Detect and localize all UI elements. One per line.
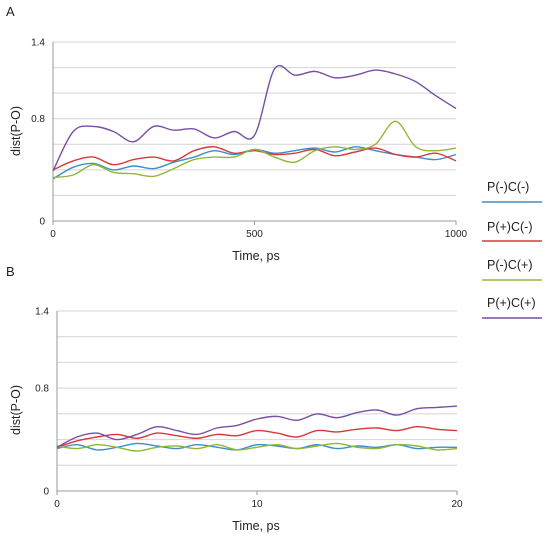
panel-b-ticks: 0 0.8 1.4 0 10 20 bbox=[35, 307, 463, 511]
series-line-ppcm bbox=[56, 425, 458, 448]
legend-item-ppcp: P(+)C(+) bbox=[482, 296, 542, 319]
series-line-pmcp bbox=[52, 120, 457, 179]
x-tick-label: 10 bbox=[251, 499, 263, 510]
legend-label-ppcp: P(+)C(+) bbox=[487, 296, 536, 310]
legend-label-pmcp: P(-)C(+) bbox=[487, 258, 532, 272]
panel-a: A 0 0.8 1.4 0 500 1000 Time, ps dist(P-O) bbox=[6, 4, 468, 263]
panel-a-letter: A bbox=[6, 4, 15, 19]
panel-b: B 0 0.8 1.4 0 10 20 Time, ps dist(P-O) bbox=[6, 264, 463, 533]
panel-b-x-axis-label: Time, ps bbox=[232, 519, 279, 533]
x-tick-label: 0 bbox=[50, 229, 56, 240]
panel-a-x-axis-label: Time, ps bbox=[232, 249, 279, 263]
y-tick-label: 0 bbox=[43, 487, 49, 498]
series-line-pmcp bbox=[56, 442, 458, 452]
series-line-ppcp bbox=[56, 405, 458, 448]
legend-item-pmcp: P(-)C(+) bbox=[482, 258, 542, 281]
legend-label-pmcm: P(-)C(-) bbox=[487, 180, 529, 194]
panel-b-y-axis-label: dist(P-O) bbox=[9, 385, 23, 435]
legend: P(-)C(-) P(+)C(-) P(-)C(+) P(+)C(+) bbox=[482, 180, 542, 319]
y-tick-label: 0 bbox=[39, 217, 45, 228]
legend-item-pmcm: P(-)C(-) bbox=[482, 180, 542, 203]
series-line-pmcm bbox=[52, 146, 457, 180]
series-line-ppcp bbox=[52, 64, 457, 172]
panel-a-grid bbox=[53, 41, 456, 196]
legend-label-ppcm: P(+)C(-) bbox=[487, 220, 532, 234]
panel-b-axes bbox=[56, 311, 457, 492]
y-tick-label: 0.8 bbox=[31, 114, 45, 125]
panel-b-letter: B bbox=[6, 264, 15, 279]
panel-a-series bbox=[52, 64, 457, 180]
panel-a-y-axis-label: dist(P-O) bbox=[9, 106, 23, 156]
legend-item-ppcm: P(+)C(-) bbox=[482, 220, 542, 242]
y-tick-label: 1.4 bbox=[35, 307, 49, 318]
y-tick-label: 0.8 bbox=[35, 384, 49, 395]
x-tick-label: 20 bbox=[451, 499, 463, 510]
series-line-ppcm bbox=[52, 146, 457, 171]
panel-b-series bbox=[56, 405, 458, 452]
y-tick-label: 1.4 bbox=[31, 38, 45, 49]
panel-b-grid bbox=[57, 310, 457, 466]
panel-a-ticks: 0 0.8 1.4 0 500 1000 bbox=[31, 38, 467, 241]
x-tick-label: 1000 bbox=[445, 229, 468, 240]
x-tick-label: 500 bbox=[246, 229, 263, 240]
x-tick-label: 0 bbox=[54, 499, 60, 510]
